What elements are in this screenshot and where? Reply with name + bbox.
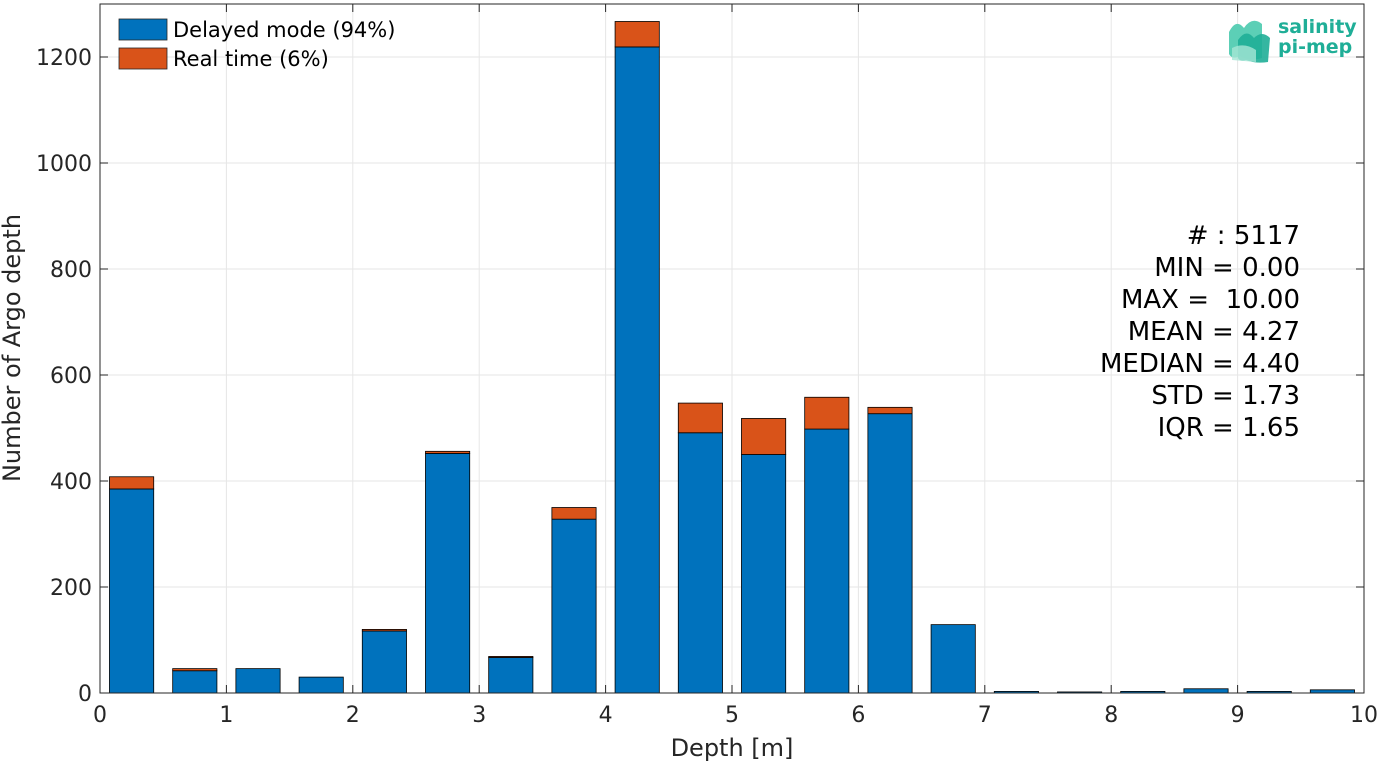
x-tick-label: 4 <box>599 703 613 728</box>
bar-delayed-mode <box>298 676 344 694</box>
x-tick-label: 6 <box>851 703 865 728</box>
logo-line-1: salinity <box>1278 16 1357 38</box>
stats-line: MAX = 10.00 <box>1121 285 1300 315</box>
legend-label-realtime: Real time (6%) <box>173 47 329 71</box>
stats-line: # : 5117 <box>1187 221 1300 251</box>
bar-real-time <box>677 402 723 434</box>
y-axis-title: Number of Argo depth <box>0 214 26 482</box>
bar-real-time <box>551 507 597 520</box>
bar-real-time <box>109 476 155 490</box>
bar-real-time <box>614 21 660 48</box>
bar-real-time <box>361 629 407 632</box>
wave-logo-icon <box>1229 20 1270 63</box>
bars <box>109 21 1355 694</box>
bar-real-time <box>425 450 471 454</box>
x-tick-label: 7 <box>978 703 992 728</box>
y-tick-label: 200 <box>50 576 92 601</box>
x-tick-label: 10 <box>1350 703 1378 728</box>
bar-real-time <box>172 668 218 672</box>
x-tick-label: 1 <box>219 703 233 728</box>
y-tick-label: 1200 <box>36 46 92 71</box>
stats-line: MIN = 0.00 <box>1154 253 1300 283</box>
x-axis-ticks: 0 1 2 3 4 5 6 7 8 9 10 <box>93 4 1378 728</box>
legend-swatch-realtime <box>118 47 168 70</box>
y-tick-label: 0 <box>78 682 92 707</box>
stats-line: MEDIAN = 4.40 <box>1100 349 1300 379</box>
salinity-pimep-logo: salinity pi-mep <box>1229 16 1357 63</box>
stats-line: IQR = 1.65 <box>1158 413 1300 443</box>
bar-delayed-mode <box>614 46 660 694</box>
bar-real-time <box>804 396 850 430</box>
bar-delayed-mode <box>551 518 597 694</box>
y-tick-label: 800 <box>50 258 92 283</box>
bar-delayed-mode <box>677 432 723 694</box>
stats-line: STD = 1.73 <box>1151 381 1300 411</box>
bar-delayed-mode <box>741 454 787 694</box>
x-tick-label: 8 <box>1104 703 1118 728</box>
bar-real-time <box>741 418 787 455</box>
legend-swatch-delayed <box>118 18 168 41</box>
bar-real-time <box>488 656 534 658</box>
x-tick-label: 5 <box>725 703 739 728</box>
bar-delayed-mode <box>930 624 976 694</box>
x-tick-label: 3 <box>472 703 486 728</box>
legend: Delayed mode (94%) Real time (6%) <box>118 18 395 71</box>
y-tick-label: 400 <box>50 470 92 495</box>
x-tick-label: 9 <box>1231 703 1245 728</box>
bar-delayed-mode <box>804 428 850 694</box>
bar-delayed-mode <box>109 488 155 694</box>
bar-delayed-mode <box>1183 688 1229 694</box>
y-axis-ticks: 0 200 400 600 800 1000 1200 <box>36 46 1364 707</box>
bar-delayed-mode <box>488 657 534 694</box>
x-tick-label: 2 <box>346 703 360 728</box>
stats-line: MEAN = 4.27 <box>1128 317 1300 347</box>
logo-line-2: pi-mep <box>1278 36 1352 58</box>
bar-real-time <box>867 406 913 415</box>
bar-delayed-mode <box>867 413 913 694</box>
x-tick-label: 0 <box>93 703 107 728</box>
y-tick-label: 600 <box>50 364 92 389</box>
y-tick-label: 1000 <box>36 152 92 177</box>
legend-label-delayed: Delayed mode (94%) <box>173 18 395 42</box>
bar-delayed-mode <box>235 668 281 694</box>
bar-delayed-mode <box>361 630 407 694</box>
bar-delayed-mode <box>172 670 218 694</box>
bar-delayed-mode <box>425 453 471 694</box>
x-axis-title: Depth [m] <box>671 734 794 762</box>
